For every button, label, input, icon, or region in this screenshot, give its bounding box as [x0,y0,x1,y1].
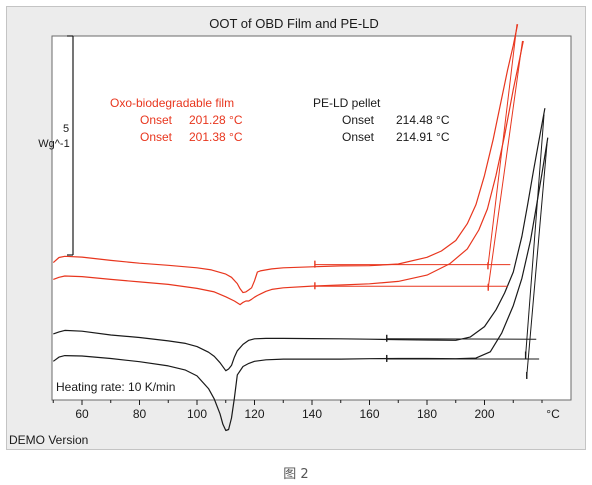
xaxis-unit: °C [546,407,560,421]
pe-onset-value-2: 214.91 °C [396,130,450,144]
x-tick-label: 120 [244,407,264,421]
x-tick-label: 160 [359,407,379,421]
pe-curve-1 [53,108,546,372]
x-tick-label: 60 [75,407,89,421]
demo-version-label: DEMO Version [9,433,88,447]
obd-curve-2 [53,40,524,306]
scale-bar-value: 5 [63,123,69,135]
obd-onset-label-2: Onset [140,130,173,144]
figure-caption: 图 2 [283,467,309,482]
onset-tangent-line [487,40,523,288]
onset-tangent-line [487,24,518,267]
x-tick-label: 200 [474,407,494,421]
onset-tangent-line [525,114,545,356]
pe-legend-label: PE-LD pellet [313,96,381,110]
heating-rate-label: Heating rate: 10 K/min [56,380,175,394]
scale-bar-unit: Wg^-1 [38,138,69,150]
x-tick-label: 80 [133,407,147,421]
scale-bar: 5 Wg^-1 [38,35,74,256]
pe-onset-label-1: Onset [342,113,375,127]
obd-curve-1 [52,24,519,294]
annotation-pe: PE-LD pellet Onset 214.48 °C Onset 214.9… [313,96,450,144]
curves [52,24,549,432]
pe-curve-2 [52,137,549,432]
plot-area [51,35,572,401]
x-tick-label: 180 [417,407,437,421]
obd-legend-label: Oxo-biodegradable film [110,96,234,110]
pe-onset-label-2: Onset [342,130,375,144]
pe-onset-value-1: 214.48 °C [396,113,450,127]
x-tick-label: 100 [187,407,207,421]
onset-tangent-line [526,141,548,376]
x-axis: 60 80 100 120 140 160 180 200 [52,400,543,421]
chart-title: OOT of OBD Film and PE-LD [209,16,379,31]
x-tick-label: 140 [302,407,322,421]
obd-onset-label-1: Onset [140,113,173,127]
obd-onset-value-1: 201.28 °C [189,113,243,127]
annotation-obd: Oxo-biodegradable film Onset 201.28 °C O… [110,96,243,144]
onset-tangents [314,24,548,379]
obd-onset-value-2: 201.38 °C [189,130,243,144]
